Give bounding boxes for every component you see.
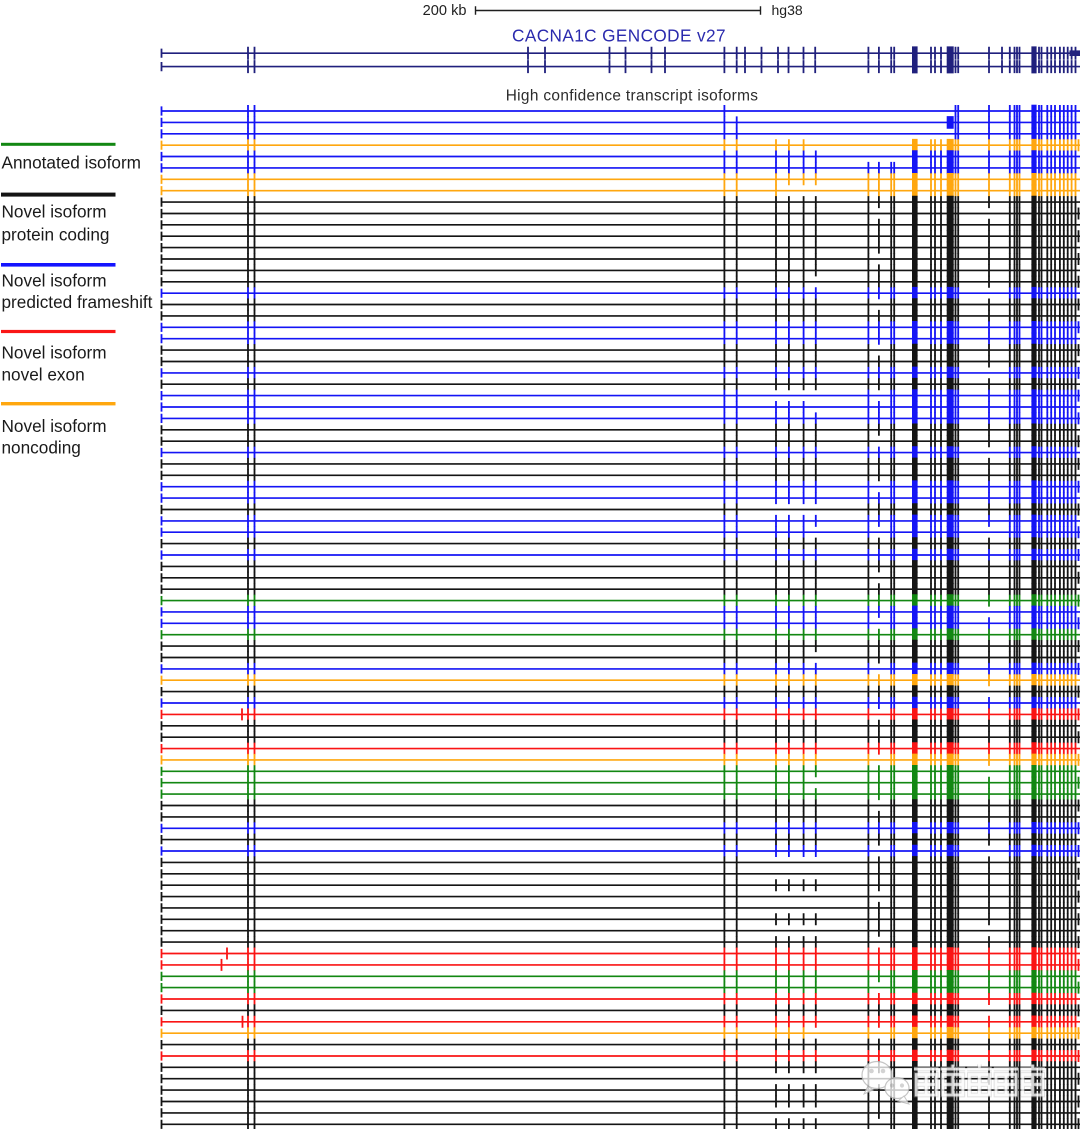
svg-text:predicted frameshift: predicted frameshift	[2, 292, 153, 312]
svg-text:protein coding: protein coding	[2, 224, 110, 244]
svg-text:Annotated isoform: Annotated isoform	[2, 153, 142, 173]
svg-text:hg38: hg38	[772, 2, 803, 18]
svg-text:Novel isoform: Novel isoform	[2, 416, 107, 436]
svg-text:novel exon: novel exon	[2, 365, 85, 385]
svg-text:noncoding: noncoding	[2, 438, 81, 458]
svg-text:Novel isoform: Novel isoform	[2, 343, 107, 363]
svg-text:Novel isoform: Novel isoform	[2, 202, 107, 222]
svg-text:200 kb: 200 kb	[423, 3, 467, 19]
svg-text:High confidence transcript iso: High confidence transcript isoforms	[506, 88, 759, 105]
svg-text:CACNA1C GENCODE v27: CACNA1C GENCODE v27	[512, 26, 726, 46]
svg-text:Novel isoform: Novel isoform	[2, 270, 107, 290]
